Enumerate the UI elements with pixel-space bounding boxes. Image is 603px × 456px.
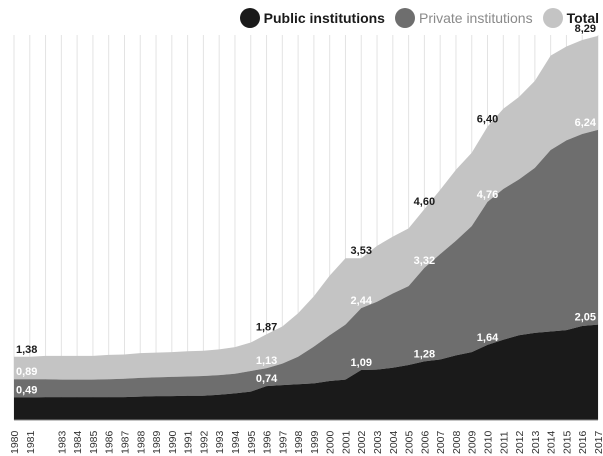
data-label: 0,89: [16, 366, 37, 378]
x-tick-label: 1995: [246, 430, 258, 454]
x-tick-label: 1980: [9, 430, 21, 454]
x-tick-label: 2010: [483, 430, 495, 454]
data-label: 1,13: [256, 355, 277, 367]
x-tick-label: 2015: [561, 430, 573, 454]
x-tick-label: 1992: [198, 430, 210, 454]
data-label: 4,76: [477, 189, 498, 201]
x-tick-label: 2014: [546, 430, 558, 454]
x-tick-label: 2016: [577, 430, 589, 454]
data-label: 1,09: [351, 357, 372, 369]
data-label: 2,05: [575, 312, 596, 324]
x-tick-label: 1983: [56, 430, 68, 454]
legend-label-private: Private institutions: [418, 10, 533, 26]
legend-item-private: Private institutions: [394, 8, 533, 28]
data-label: 6,40: [477, 114, 498, 126]
legend-label-public: Public institutions: [263, 10, 385, 26]
data-label: 8,29: [575, 23, 596, 35]
data-label: 6,24: [575, 117, 597, 129]
legend-swatch-private: [394, 8, 415, 28]
area-private-institutions: [14, 129, 598, 398]
area-total: [14, 35, 598, 380]
data-label: 0,74: [256, 373, 278, 385]
x-tick-label: 2011: [498, 431, 510, 454]
x-tick-label: 1997: [277, 430, 289, 454]
x-tick-label: 1996: [262, 430, 274, 454]
x-tick-label: 2001: [340, 430, 352, 454]
x-tick-label: 2002: [356, 430, 368, 454]
x-tick-label: 2017: [593, 430, 603, 454]
x-tick-label: 2000: [325, 430, 337, 454]
data-label: 1,28: [414, 348, 435, 360]
x-tick-label: 1991: [183, 430, 195, 454]
data-label: 1,38: [16, 344, 37, 356]
legend: Public institutions Private institutions…: [239, 8, 599, 28]
legend-item-total: Total: [542, 8, 599, 28]
x-tick-label: 2005: [404, 430, 416, 454]
x-tick-label: 2013: [530, 430, 542, 454]
data-label: 1,87: [256, 321, 277, 333]
x-tick-label: 1989: [151, 430, 163, 454]
x-tick-label: 1981: [25, 430, 37, 454]
legend-swatch-total: [542, 8, 563, 28]
data-label: 4,60: [414, 196, 435, 208]
x-tick-label: 1999: [309, 430, 321, 454]
x-tick-label: 2006: [419, 430, 431, 454]
data-label: 3,32: [414, 255, 435, 267]
area-public-institutions: [14, 324, 598, 420]
data-label: 3,53: [351, 245, 372, 257]
data-label: 2,44: [351, 295, 373, 307]
legend-item-public: Public institutions: [239, 8, 385, 28]
x-tick-label: 2003: [372, 430, 384, 454]
x-tick-label: 1993: [214, 430, 226, 454]
x-tick-label: 1986: [104, 430, 116, 454]
x-tick-label: 1990: [167, 430, 179, 454]
x-tick-label: 1985: [88, 430, 100, 454]
x-tick-label: 2012: [514, 430, 526, 454]
data-label: 1,64: [477, 332, 499, 344]
x-tick-label: 1998: [293, 430, 305, 454]
x-tick-label: 1987: [119, 430, 131, 454]
legend-swatch-public: [239, 8, 260, 28]
x-tick-label: 2004: [388, 430, 400, 454]
x-tick-label: 1984: [72, 430, 84, 454]
x-tick-label: 1994: [230, 430, 242, 454]
x-tick-label: 2007: [435, 430, 447, 454]
legend-label-total: Total: [566, 10, 599, 26]
x-tick-label: 2008: [451, 430, 463, 454]
x-tick-label: 2009: [467, 430, 479, 454]
data-label: 0,49: [16, 385, 37, 397]
x-tick-label: 1988: [135, 430, 147, 454]
